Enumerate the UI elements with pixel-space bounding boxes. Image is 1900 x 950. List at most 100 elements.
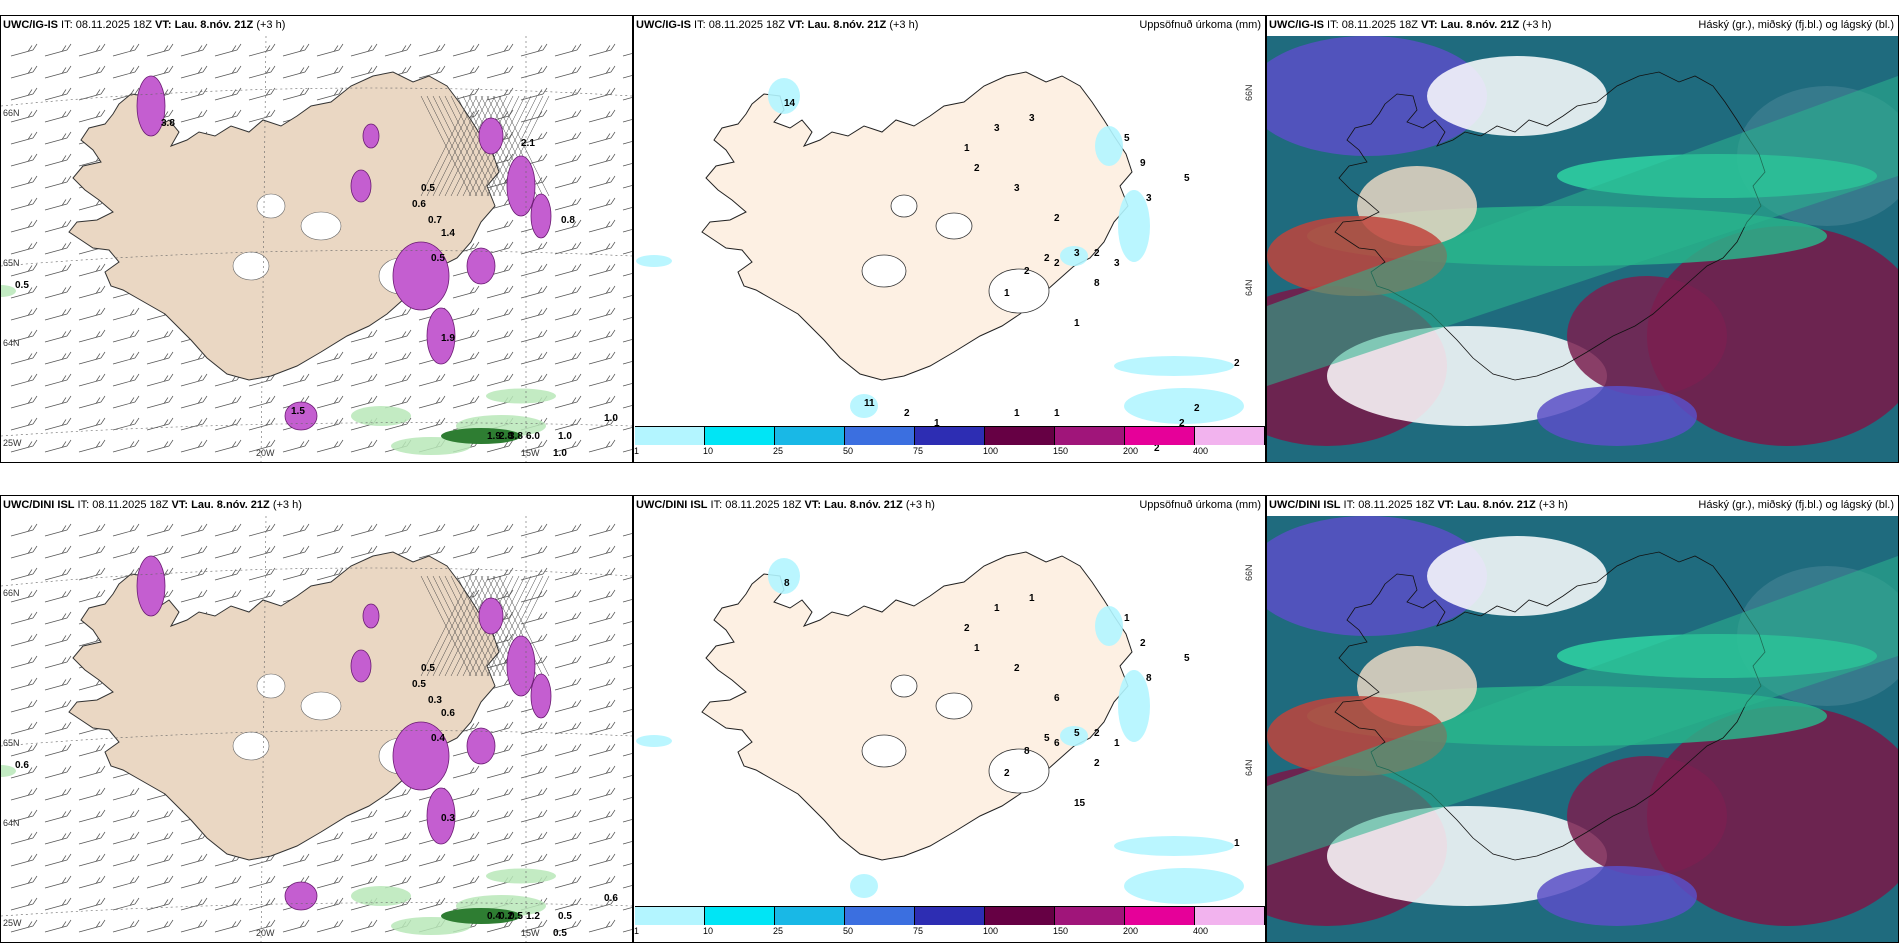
wind-barb (520, 787, 548, 801)
wind-barb (146, 875, 174, 889)
wind-barb (248, 523, 276, 537)
wind-barb (44, 787, 72, 801)
wind-barb (316, 545, 344, 559)
wind-barb (44, 699, 72, 713)
model-name: UWC/IG-IS (3, 19, 58, 31)
lat-label: 66N (1244, 84, 1254, 101)
wind-barb (486, 545, 514, 559)
wind-barb (10, 329, 38, 343)
wind-barb (44, 633, 72, 647)
wind-barb (10, 65, 38, 79)
wind-barb (146, 853, 174, 867)
colorbar-segment (1125, 426, 1195, 445)
wind-barb (486, 285, 514, 299)
lat-label: 64N (3, 338, 20, 348)
wind-barb (452, 545, 480, 559)
wind-barb (554, 677, 582, 691)
wind-barb (214, 919, 242, 933)
wind-barb (452, 787, 480, 801)
wind-barb (554, 153, 582, 167)
wind-barb (282, 439, 310, 453)
wind-barb (44, 307, 72, 321)
precip-area (1114, 356, 1234, 376)
wind-barb (486, 219, 514, 233)
wind-barb (554, 87, 582, 101)
wind-barb (44, 765, 72, 779)
wind-barb (486, 765, 514, 779)
value-label: 1.0 (604, 413, 618, 424)
colorbar-segment (845, 906, 915, 925)
it-value: 08.11.2025 18Z (75, 19, 156, 31)
precip-patch (391, 437, 471, 455)
wind-barb (44, 417, 72, 431)
value-label: 1 (1074, 318, 1080, 329)
wind-barb (10, 699, 38, 713)
wind-barb (180, 897, 208, 911)
wind-barb (622, 753, 632, 757)
value-label: 5 (1124, 133, 1130, 144)
snow-patch (478, 597, 504, 635)
snow-patch (362, 123, 380, 149)
vt-label: VT: (788, 19, 808, 31)
value-label: 1 (1054, 408, 1060, 419)
lon-label: 15W (521, 448, 540, 458)
wind-barb (146, 439, 174, 453)
it-value: 08.11.2025 18Z (92, 499, 172, 511)
value-label: 8 (1024, 746, 1030, 757)
glacier (300, 211, 342, 241)
wind-barb (350, 65, 378, 79)
wind-barb (554, 523, 582, 537)
precip-area (1095, 126, 1123, 166)
wind-barb (44, 655, 72, 669)
wind-barb (418, 373, 446, 387)
map-wind: 0.51.01.01.01.92.83.8 6.00.50.60.71.40.51… (1, 36, 632, 462)
wind-barb (418, 897, 446, 911)
wind-barb (588, 523, 616, 537)
panel-right-title: Háský (gr.), miðský (fj.bl.) og lágský (… (1698, 19, 1894, 31)
wind-barb (554, 875, 582, 889)
wind-barb (214, 589, 242, 603)
wind-barb (248, 65, 276, 79)
snow-patch (284, 401, 318, 431)
wind-barb (520, 809, 548, 823)
wind-barb (10, 197, 38, 211)
snow-patch (392, 721, 450, 791)
value-label: 1 (974, 643, 980, 654)
precip-area (1124, 388, 1244, 424)
colorbar-tick: 50 (843, 446, 854, 456)
wind-barb (350, 545, 378, 559)
wind-barb (622, 427, 632, 431)
wind-barb (520, 721, 548, 735)
wind-barb (384, 787, 412, 801)
value-label: 1.9 (441, 333, 455, 344)
value-label: 0.5 (509, 911, 523, 922)
wind-barb (622, 339, 632, 343)
colorbar-segment (705, 426, 775, 445)
wind-barb (44, 523, 72, 537)
model-name: UWC/IG-IS (1269, 19, 1324, 31)
cloud-area (1427, 536, 1607, 616)
wind-barb (588, 329, 616, 343)
wind-barb (452, 395, 480, 409)
value-label: 0.5 (558, 911, 572, 922)
value-label: 2 (1054, 213, 1060, 224)
wind-barb (44, 439, 72, 453)
wind-barb (214, 545, 242, 559)
wind-barb (78, 875, 106, 889)
wind-barb (316, 919, 344, 933)
wind-barb (452, 765, 480, 779)
wind-barb (384, 809, 412, 823)
wind-barb (112, 831, 140, 845)
wind-barb (248, 875, 276, 889)
wind-barb (554, 373, 582, 387)
snow-patch (478, 117, 504, 155)
wind-barb (214, 439, 242, 453)
wind-barb (622, 185, 632, 189)
lon-label: 20W (256, 448, 275, 458)
wind-barb (316, 373, 344, 387)
wind-barb (554, 897, 582, 911)
panel-right-title: Uppsöfnuð úrkoma (mm) (1139, 499, 1261, 511)
wind-barb (44, 395, 72, 409)
glacier (988, 268, 1050, 314)
value-label: 3.8 (509, 431, 523, 442)
